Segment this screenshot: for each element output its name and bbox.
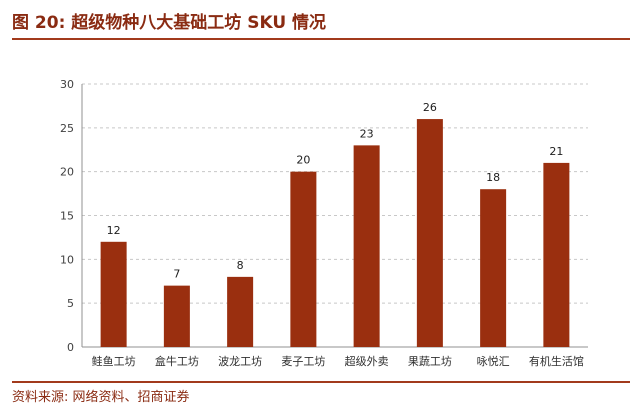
data-label: 20 (296, 154, 310, 167)
bar (353, 145, 380, 347)
y-tick-label: 0 (67, 341, 74, 354)
x-tick-label: 鲑鱼工坊 (92, 354, 136, 368)
x-tick-label: 波龙工坊 (218, 354, 262, 368)
x-tick-label: 盒牛工坊 (155, 354, 199, 368)
data-label: 12 (107, 224, 121, 237)
y-tick-label: 25 (60, 122, 74, 135)
bar (100, 241, 127, 347)
bar (290, 171, 317, 347)
y-tick-label: 15 (60, 210, 74, 223)
labels: 0 5 10 15 20 25 30 12 鲑鱼工坊 7 盒牛工坊 8 波龙工坊 20 麦子工坊 23 超级外卖… (60, 78, 584, 368)
bar (480, 189, 507, 347)
data-label: 23 (360, 127, 374, 140)
data-label: 26 (423, 101, 437, 114)
gridlines (82, 83, 588, 304)
data-label: 21 (549, 145, 563, 158)
data-label: 18 (486, 171, 500, 184)
title-divider (12, 38, 630, 40)
x-tick-label: 咏悦汇 (477, 354, 510, 368)
x-tick-label: 超级外卖 (345, 354, 389, 368)
bars (100, 119, 570, 347)
y-tick-label: 5 (67, 297, 74, 310)
bar (163, 285, 190, 347)
y-tick-label: 20 (60, 166, 74, 179)
data-label: 7 (173, 268, 180, 281)
data-label: 8 (237, 259, 244, 272)
footer-divider (12, 381, 630, 383)
x-tick-label: 有机生活馆 (529, 354, 584, 368)
x-tick-label: 果蔬工坊 (408, 354, 452, 368)
bar-chart: 0 5 10 15 20 25 30 12 鲑鱼工坊 7 盒牛工坊 8 波龙工坊 20 麦子工坊 23 超级外卖… (60, 78, 588, 368)
bar (227, 276, 254, 347)
x-tick-label: 麦子工坊 (281, 354, 325, 368)
y-tick-label: 10 (60, 253, 74, 266)
bar (543, 162, 570, 347)
y-tick-label: 30 (60, 78, 74, 91)
source-note: 资料来源: 网络资料、招商证券 (12, 390, 190, 405)
bar (416, 119, 443, 347)
figure-title: 图 20: 超级物种八大基础工坊 SKU 情况 (12, 13, 327, 33)
